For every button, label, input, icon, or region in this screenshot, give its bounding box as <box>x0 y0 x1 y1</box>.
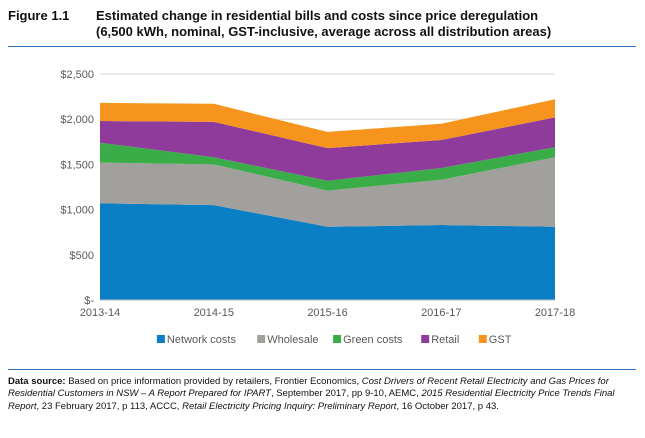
source-text-4: , 16 October 2017, p 43. <box>396 400 499 412</box>
header-rule <box>8 46 636 47</box>
footer-rule <box>8 369 636 370</box>
area-retail <box>100 117 555 181</box>
figure-title-line-1: Estimated change in residential bills an… <box>96 8 539 23</box>
y-tick-label: $500 <box>70 250 94 262</box>
x-tick-label: 2017-18 <box>535 307 575 319</box>
legend-label: Green costs <box>343 334 403 346</box>
figure-title-line-2: (6,500 kWh, nominal, GST-inclusive, aver… <box>96 24 552 39</box>
source-italic-1: Cost Drivers of Recent Retail Electricit… <box>8 376 609 400</box>
legend-swatch <box>478 335 487 343</box>
source-text-1: Based on price information provided by r… <box>65 376 362 387</box>
figure-title: Estimated change in residential bills an… <box>96 8 636 40</box>
legend-label: Retail <box>431 334 459 346</box>
y-tick-label: $- <box>84 295 94 307</box>
y-tick-label: $1,000 <box>60 205 94 217</box>
source-italic-3: Retail Electricity Pricing Inquiry: Prel… <box>182 400 397 412</box>
area-network-costs <box>100 203 555 300</box>
data-source-label: Data source: <box>8 376 66 387</box>
legend-swatch <box>421 335 430 343</box>
source-italic-2: 2015 Residential Electricity Price Trend… <box>8 388 615 412</box>
data-source-note: Data source: Based on price information … <box>8 376 628 413</box>
legend-swatch <box>257 335 266 343</box>
source-text-3: , 23 February 2017, p 113, ACCC, <box>36 400 183 412</box>
stacked-area-chart: $- $500 $1,000 $1,500 $2,000 $2,500 2013-14 201… <box>60 69 575 346</box>
legend-swatch <box>333 335 342 343</box>
x-tick-label: 2014-15 <box>194 307 234 319</box>
area-gst <box>100 99 555 149</box>
source-text-2: , September 2017, pp 9-10, AEMC, <box>270 388 422 400</box>
area-green-costs <box>100 142 555 191</box>
figure-number: Figure 1.1 <box>8 8 70 23</box>
area-wholesale <box>100 157 555 227</box>
legend-label: Wholesale <box>267 334 318 346</box>
y-tick-label: $2,500 <box>60 69 94 81</box>
legend-label: Network costs <box>167 334 237 346</box>
legend-label: GST <box>489 334 512 346</box>
x-tick-label: 2013-14 <box>80 307 120 319</box>
x-tick-label: 2016-17 <box>421 307 461 319</box>
legend-swatch <box>156 335 165 343</box>
y-tick-label: $1,500 <box>60 159 94 171</box>
y-tick-label: $2,000 <box>60 114 94 126</box>
x-tick-label: 2015-16 <box>307 307 347 319</box>
